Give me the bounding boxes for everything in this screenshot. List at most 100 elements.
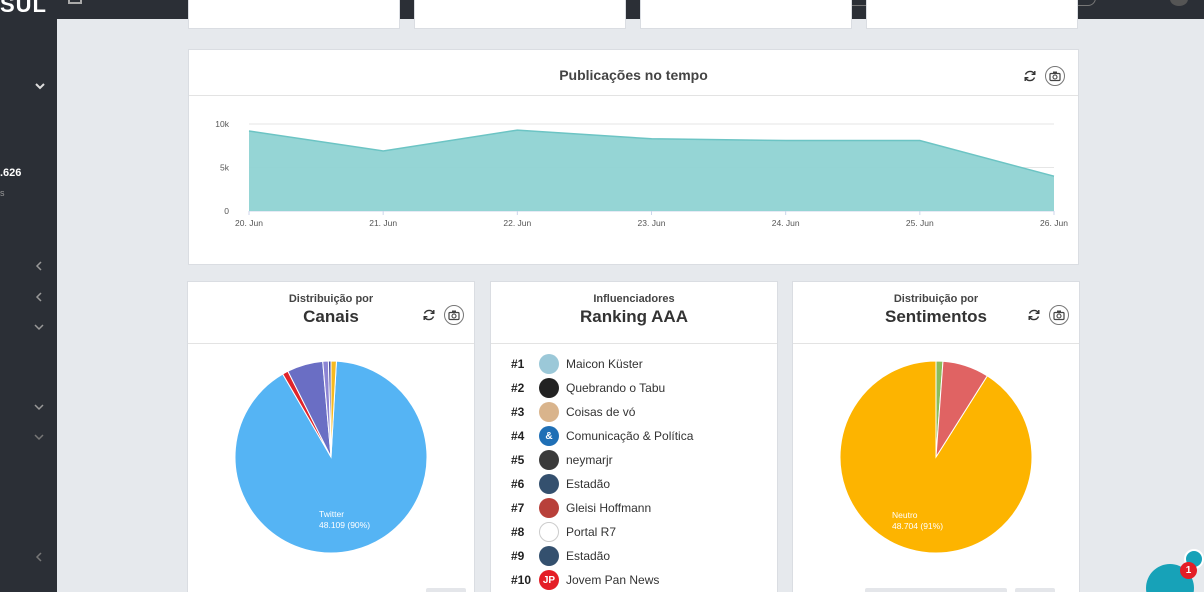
ranking-name[interactable]: Jovem Pan News <box>566 573 660 587</box>
ranking-position: #8 <box>511 525 525 539</box>
ranking-position: #5 <box>511 453 525 467</box>
ranking-position: #3 <box>511 405 525 419</box>
ranking-subtitle: Influenciadores <box>593 293 675 305</box>
x-tick-label: 23. Jun <box>638 218 666 228</box>
chevron-down-icon[interactable] <box>34 432 44 442</box>
camera-icon <box>1049 71 1061 82</box>
refresh-icon <box>1028 309 1040 321</box>
refresh-button[interactable] <box>419 305 439 325</box>
ranking-position: #10 <box>511 573 532 587</box>
sidebar: .626 s <box>0 19 57 592</box>
refresh-icon <box>423 309 435 321</box>
y-tick-label: 0 <box>224 206 229 216</box>
ranking-name[interactable]: Gleisi Hoffmann <box>566 501 652 515</box>
ranking-name[interactable]: Comunicação & Política <box>566 429 694 443</box>
sentiments-title: Sentimentos <box>884 307 988 326</box>
app-logo[interactable]: SUL <box>0 0 47 17</box>
ranking-item[interactable]: #9 Estadão <box>511 544 777 568</box>
x-tick-label: 26. Jun <box>1040 218 1068 228</box>
chevron-down-icon[interactable] <box>34 322 44 332</box>
ranking-name[interactable]: Coisas de vó <box>566 405 636 419</box>
stat-card <box>414 0 626 29</box>
ranking-title: Ranking AAA <box>580 307 688 326</box>
channels-subtitle: Distribuição por <box>288 293 374 305</box>
channels-card: Distribuição por Canais Twitter 48.109 (9… <box>187 281 475 592</box>
ranking-name[interactable]: Portal R7 <box>566 525 617 539</box>
ranking-header: Influenciadores Ranking AAA <box>491 282 777 344</box>
stat-card <box>640 0 852 29</box>
user-avatar[interactable] <box>1170 0 1188 6</box>
ranking-item[interactable]: #10 JP Jovem Pan News <box>511 568 777 592</box>
x-tick-label: 24. Jun <box>772 218 800 228</box>
ranking-list: #1 Maicon Küster #2 Quebrando o Tabu #3 Coisa… <box>491 344 777 592</box>
screenshot-button[interactable] <box>444 305 464 325</box>
ranking-item[interactable]: #3 Coisas de vó <box>511 400 777 424</box>
screenshot-button[interactable] <box>1045 66 1065 86</box>
refresh-button[interactable] <box>1024 305 1044 325</box>
channels-title: Canais <box>303 307 359 326</box>
ranking-item[interactable]: #8 Portal R7 <box>511 520 777 544</box>
ranking-name[interactable]: Maicon Küster <box>566 357 643 371</box>
person-avatar-icon <box>539 498 559 518</box>
chevron-down-icon[interactable] <box>34 402 44 412</box>
x-tick-label: 22. Jun <box>503 218 531 228</box>
sentiments-subtitle: Distribuição por <box>893 293 979 305</box>
horse-logo-icon <box>539 546 559 566</box>
timeline-title: Publicações no tempo <box>559 67 708 83</box>
ranking-position: #9 <box>511 549 525 563</box>
pie-slice[interactable] <box>330 360 337 458</box>
chevron-left-icon[interactable] <box>34 292 44 302</box>
x-tick-label: 25. Jun <box>906 218 934 228</box>
pagination-stub <box>865 588 1007 592</box>
ranking-name[interactable]: Estadão <box>566 549 611 563</box>
sidebar-stat-label: s <box>0 188 5 198</box>
ranking-card: Influenciadores Ranking AAA #1 Maicon Küs… <box>490 281 778 592</box>
ranking-item[interactable]: #5 neymarjr <box>511 448 777 472</box>
person-avatar-icon <box>539 378 559 398</box>
area-series-line <box>248 129 1055 177</box>
sentiments-card: Distribuição por Sentimentos Neutro 48.70… <box>792 281 1080 592</box>
pie-slice-value: 48.109 (90%) <box>319 520 370 530</box>
refresh-icon <box>1024 70 1036 82</box>
ranking-name[interactable]: Estadão <box>566 477 611 491</box>
refresh-button[interactable] <box>1020 66 1040 86</box>
pie-slice-label: Neutro <box>892 510 918 520</box>
chevron-down-icon[interactable] <box>34 81 46 91</box>
ranking-position: #6 <box>511 477 525 491</box>
pie-slice[interactable] <box>935 360 988 458</box>
ranking-name[interactable]: neymarjr <box>566 453 613 467</box>
x-tick-label: 20. Jun <box>235 218 263 228</box>
person-avatar-icon <box>539 402 559 422</box>
pagination-stub <box>426 588 466 592</box>
chevron-left-icon[interactable] <box>34 261 44 271</box>
ranking-item[interactable]: #2 Quebrando o Tabu <box>511 376 777 400</box>
screenshot-button[interactable] <box>1049 305 1069 325</box>
ranking-position: #1 <box>511 357 525 371</box>
ranking-name[interactable]: Quebrando o Tabu <box>566 381 666 395</box>
person-avatar-icon <box>539 450 559 470</box>
horse-logo-icon <box>539 474 559 494</box>
area-series[interactable] <box>249 130 1054 211</box>
pie-slice-label: Twitter <box>319 509 344 519</box>
pie-slice-value: 48.704 (91%) <box>892 521 943 531</box>
timeline-header: Publicações no tempo <box>189 50 1078 96</box>
y-tick-label: 10k <box>215 119 229 129</box>
sidebar-stat-value: .626 <box>0 167 22 179</box>
ranking-item[interactable]: #4 & Comunicação & Política <box>511 424 777 448</box>
ranking-item[interactable]: #1 Maicon Küster <box>511 352 777 376</box>
ranking-position: #2 <box>511 381 525 395</box>
x-tick-label: 21. Jun <box>369 218 397 228</box>
camera-icon <box>1053 310 1065 321</box>
ampersand-logo-icon: & <box>539 426 559 446</box>
ranking-item[interactable]: #6 Estadão <box>511 472 777 496</box>
stat-card <box>188 0 400 29</box>
y-tick-label: 5k <box>220 163 230 173</box>
chevron-left-icon[interactable] <box>34 552 44 562</box>
menu-toggle-icon[interactable] <box>68 0 82 4</box>
person-avatar-icon <box>539 354 559 374</box>
jp-logo-icon: JP <box>539 570 559 590</box>
ranking-item[interactable]: #7 Gleisi Hoffmann <box>511 496 777 520</box>
sentiments-header: Distribuição por Sentimentos <box>793 282 1079 344</box>
